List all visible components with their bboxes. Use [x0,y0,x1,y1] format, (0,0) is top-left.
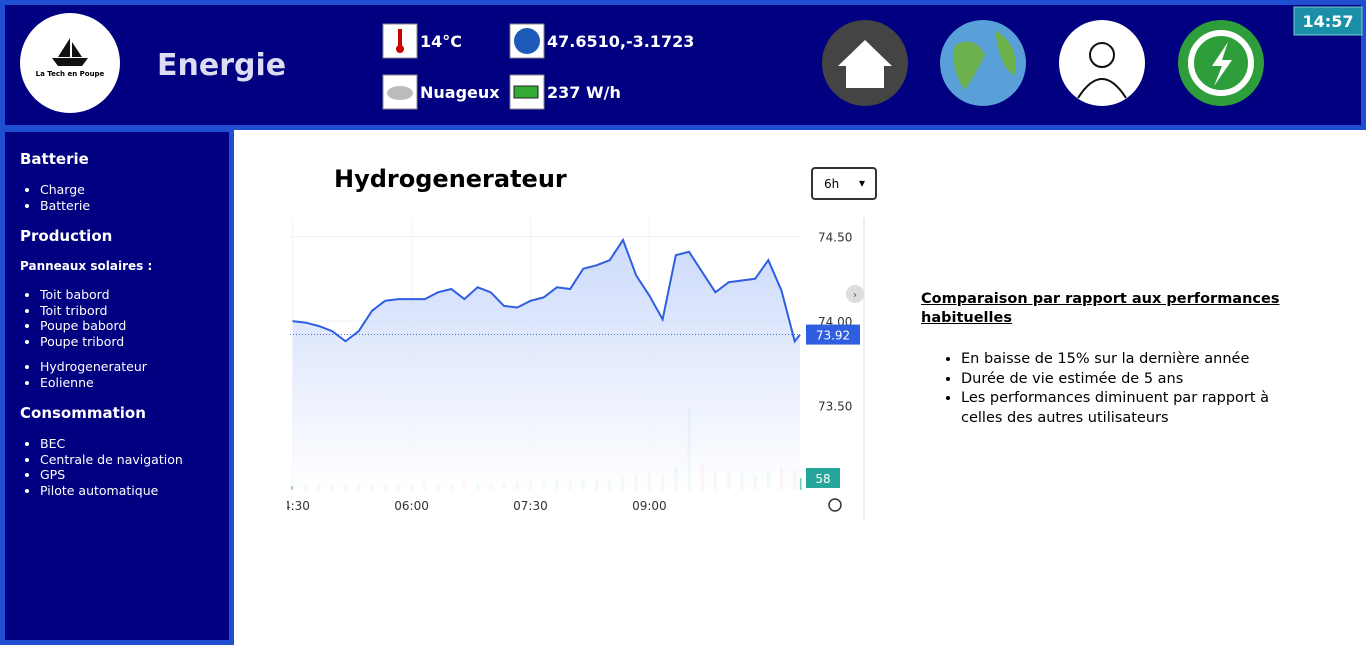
nav-section-title: Batterie [20,150,89,168]
chart: › 04:3006:0007:3009:0074.5074.0073.5073.… [280,218,865,520]
coordinates: 47.6510,-3.1723 [547,32,694,51]
range-select-text: 6h [824,177,840,191]
nav-link[interactable]: BEC [40,436,229,452]
area [292,240,800,490]
header: La Tech en Poupe Energie 14°C 47.6510,-3… [0,0,1366,130]
nav-link[interactable]: Poupe tribord [40,334,229,350]
nav-section: Consommation BECCentrale de navigationGPS… [20,404,229,498]
y-tick-label: 73.50 [818,400,852,414]
x-tick-label: 07:30 [513,499,548,513]
nav-link[interactable]: Batterie [40,198,229,214]
x-tick-label: 04:30 [280,499,310,513]
nav-list: ChargeBatterie [20,182,229,213]
range-select[interactable]: 6h ▾ [811,167,877,200]
last-value-tag [806,324,860,345]
x-axis: 04:30 06:00 07:30 09:00 [280,499,667,513]
comparison-list: En baisse de 15% sur la dernière annéeDu… [921,350,1301,428]
x-tick-label: 06:00 [394,499,429,513]
comparison-title: Comparaison par rapport aux performances… [921,291,1280,326]
nav-link[interactable]: Toit tribord [40,303,229,319]
nav-section-title: Production [20,227,113,245]
nav-link[interactable]: Hydrogenerateur [40,359,229,375]
nav-link[interactable]: Eolienne [40,375,229,391]
nav-link[interactable]: Pilote automatique [40,483,229,499]
nav-link[interactable]: Charge [40,182,229,198]
nav-subtitle: Panneaux solaires : [20,259,153,273]
nav-link[interactable]: Poupe babord [40,318,229,334]
clock: 14:57 [1303,12,1354,31]
nav-list: BECCentrale de navigationGPSPilote autom… [20,436,229,498]
line [292,237,801,344]
energy: 237 W/h [547,83,621,102]
comparison-item: Durée de vie estimée de 5 ans [961,370,1301,390]
weather: Nuageux [420,83,500,102]
last-value-label: 73.92 [816,329,850,343]
nav-list: HydrogenerateurEolienne [20,359,229,390]
temperature: 14°C [420,32,462,51]
x-tick-label: 09:00 [632,499,667,513]
y-tick-label: 74.50 [818,231,852,245]
comparison-item: Les performances diminuent par rapport à… [961,389,1301,428]
comparison-item: En baisse de 15% sur la dernière année [961,350,1301,370]
sidebar: BatterieChargeBatterieProductionPanneaux… [0,127,234,645]
nav-list: Toit babordToit tribordPoupe babordPoupe… [20,287,229,349]
chart-title: Hydrogenerateur [334,165,567,193]
nav-link[interactable]: Centrale de navigation [40,452,229,468]
logo-text: La Tech en Poupe [36,70,105,78]
nav-link[interactable]: GPS [40,467,229,483]
volume-tag [806,467,840,488]
nav-link[interactable]: Toit babord [40,287,229,303]
svg-text:›: › [853,290,857,301]
page-title: Energie [157,48,286,83]
nav-section-title: Consommation [20,404,146,422]
comparison: Comparaison par rapport aux performances… [921,290,1301,428]
volume-label: 58 [815,472,830,486]
nav-section: Production Panneaux solaires : Toit babord… [20,227,229,390]
header-icons: La Tech en Poupe Energie 14°C 47.6510,-3… [20,6,1363,113]
nav-section: BatterieChargeBatterie [20,150,229,213]
